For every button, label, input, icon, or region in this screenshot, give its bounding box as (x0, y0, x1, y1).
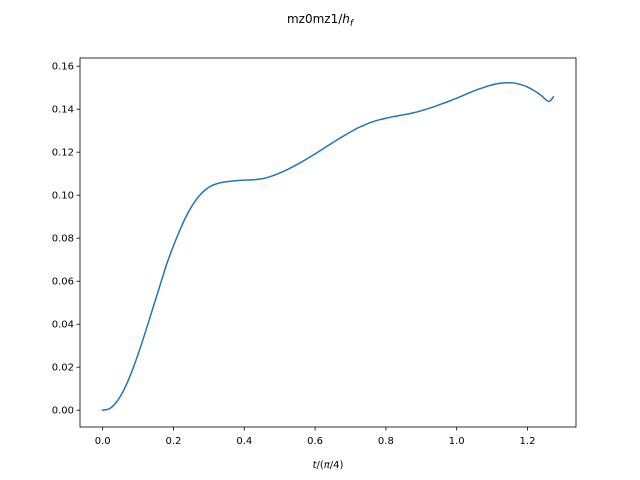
x-tick-label: 1.2 (520, 436, 536, 447)
x-tick-label: 0.4 (236, 436, 252, 447)
y-tick-label: 0.00 (52, 406, 74, 417)
x-tick-label: 0.8 (378, 436, 394, 447)
y-tick-label: 0.04 (52, 320, 74, 331)
x-axis: 0.0 0.2 0.4 0.6 0.8 1.0 1.2 (95, 427, 536, 447)
x-tick-label: 0.2 (166, 436, 182, 447)
plot-area (101, 81, 555, 412)
x-axis-label: t/(π/4) (313, 460, 344, 471)
y-tick-label: 0.14 (52, 105, 74, 116)
x-tick-label: 1.0 (449, 436, 465, 447)
y-tick-label: 0.12 (52, 148, 74, 159)
y-axis: 0.00 0.02 0.04 0.06 0.08 0.10 0.12 0.14 0.16 (52, 62, 80, 417)
chart-title: mz0mz1/hf (287, 12, 355, 29)
x-tick-label: 0.6 (307, 436, 323, 447)
y-tick-label: 0.10 (52, 191, 74, 202)
y-tick-label: 0.06 (52, 277, 74, 288)
y-tick-label: 0.02 (52, 363, 74, 374)
series-line (101, 81, 555, 412)
y-tick-label: 0.16 (52, 62, 74, 73)
axes-frame (79, 57, 577, 428)
y-tick-label: 0.08 (52, 234, 74, 245)
x-tick-label: 0.0 (95, 436, 111, 447)
